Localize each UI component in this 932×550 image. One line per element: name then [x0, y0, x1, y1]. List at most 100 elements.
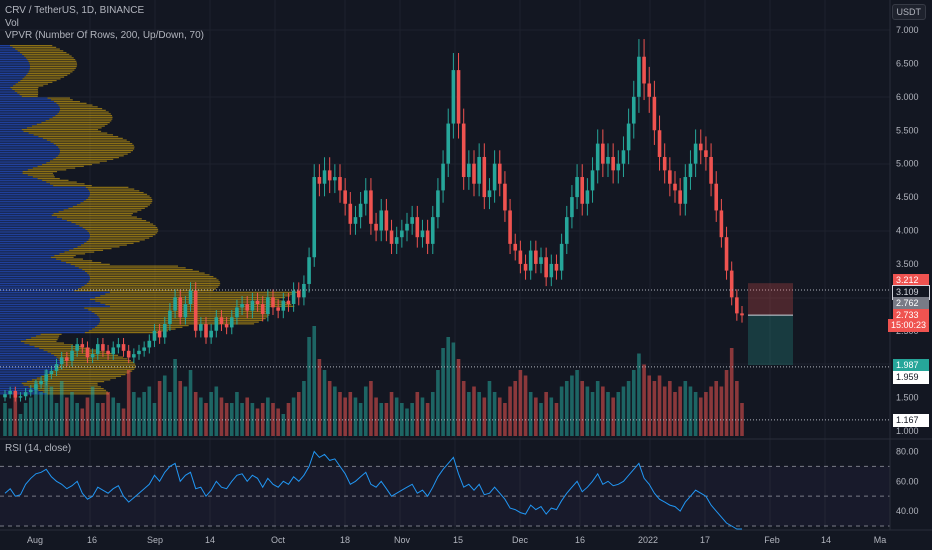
volume-bar: [585, 386, 590, 436]
vpvr-up-bar: [0, 230, 88, 232]
candle-body: [487, 190, 492, 198]
volume-bar: [415, 392, 420, 436]
vpvr-down-bar: [74, 290, 214, 292]
volume-bar: [369, 381, 373, 436]
candle-body: [379, 210, 384, 231]
volume-bar: [281, 414, 286, 436]
vpvr-up-bar: [0, 141, 51, 143]
price-tick-label: 4.000: [896, 226, 919, 236]
vpvr-down-bar: [81, 286, 219, 288]
candle-body: [595, 143, 600, 171]
vpvr-up-bar: [0, 291, 110, 293]
vpvr-down-bar: [89, 190, 140, 192]
vpvr-up-bar: [0, 153, 60, 155]
volume-bar: [276, 408, 280, 436]
vpvr-up-bar: [0, 251, 65, 253]
vpvr-down-bar: [41, 375, 122, 377]
candle-body: [461, 123, 466, 178]
candle-body: [513, 243, 518, 251]
volume-bar: [389, 392, 394, 436]
symbol-legend[interactable]: CRV / TetherUS, 1D, BINANCE: [5, 5, 145, 16]
vpvr-down-bar: [71, 221, 150, 223]
vpvr-down-bar: [88, 309, 269, 311]
volume-bar: [606, 392, 610, 436]
candle-body: [601, 143, 605, 164]
vpvr-up-bar: [0, 193, 90, 195]
vpvr-down-bar: [19, 52, 67, 54]
candle-body: [23, 392, 28, 397]
vpvr-up-bar: [0, 340, 21, 342]
candle-body: [662, 156, 667, 171]
vpvr-down-bar: [59, 153, 128, 155]
vpvr-down-bar: [78, 267, 186, 269]
vpvr-up-bar: [0, 305, 110, 307]
volume-bar: [709, 386, 713, 436]
rsi-tick-label: 60.00: [896, 476, 919, 486]
candle-body: [214, 317, 219, 331]
candle-body: [183, 304, 188, 318]
candle-body: [255, 300, 260, 305]
currency-button[interactable]: USDT: [891, 4, 926, 20]
vpvr-up-bar: [0, 237, 90, 239]
vpvr-up-bar: [0, 115, 56, 117]
vpvr-down-bar: [18, 81, 53, 83]
time-tick-label: Sep: [147, 535, 163, 545]
vpvr-up-bar: [0, 363, 60, 365]
vpvr-down-bar: [14, 90, 39, 92]
volume-bar: [333, 386, 337, 436]
candle-body: [374, 223, 378, 231]
vpvr-up-bar: [0, 227, 83, 229]
candle-body: [631, 96, 636, 124]
candle-body: [162, 324, 167, 338]
vpvr-up-bar: [0, 111, 59, 113]
vpvr-down-bar: [52, 370, 133, 372]
time-tick-label: 18: [340, 535, 350, 545]
vpvr-up-bar: [0, 274, 89, 276]
time-axis[interactable]: Aug 16 Sep 14 Oct 18 Nov 15 Dec 16 2022 17 Feb 14 Ma: [0, 529, 932, 545]
vpvr-up-bar: [0, 249, 70, 251]
candle-body: [65, 357, 69, 361]
vpvr-down-bar: [94, 312, 270, 314]
volume-bar: [570, 375, 574, 436]
candle-body: [549, 263, 554, 278]
candle-body: [54, 364, 59, 371]
volume-bar: [729, 348, 734, 436]
vpvr-up-bar: [0, 393, 47, 395]
vpvr-up-bar: [0, 146, 59, 148]
volume-bar: [121, 408, 126, 436]
vpvr-down-bar: [29, 64, 78, 66]
vpvr-up-bar: [0, 255, 55, 257]
vpvr-up-bar: [0, 46, 13, 48]
vpvr-down-bar: [82, 227, 158, 229]
vpvr-down-bar: [58, 146, 135, 148]
volume-legend[interactable]: Vol: [5, 18, 19, 29]
candle-body: [389, 230, 394, 244]
vpvr-down-bar: [28, 386, 101, 388]
vpvr-down-bar: [38, 389, 107, 391]
volume-bar: [291, 397, 296, 436]
vpvr-up-bar: [0, 160, 50, 162]
vpvr-up-bar: [0, 216, 57, 218]
vpvr-up-bar: [0, 90, 15, 92]
vpvr-down-bar: [89, 235, 153, 237]
vpvr-down-bar: [59, 253, 86, 255]
vpvr-up-bar: [0, 52, 20, 54]
vpvr-down-bar: [28, 132, 108, 134]
volume-bar: [188, 370, 193, 436]
vpvr-legend[interactable]: VPVR (Number Of Rows, 200, Up/Down, 70): [5, 30, 204, 41]
time-tick-label: 16: [575, 535, 585, 545]
vpvr-down-bar: [88, 232, 158, 234]
vpvr-down-bar: [24, 342, 64, 344]
rsi-legend[interactable]: RSI (14, close): [5, 443, 72, 454]
candle-body: [719, 210, 724, 238]
volume-bar: [327, 381, 332, 436]
vpvr-up-bar: [0, 239, 89, 241]
vpvr-up-bar: [0, 293, 106, 295]
volume-bar: [662, 386, 667, 436]
price-axis[interactable]: 7.000 6.500 6.000 5.500 5.000 4.500 4.000 3.500…: [889, 0, 919, 530]
candle-body: [544, 257, 548, 278]
price-tick-label: 1.500: [896, 393, 919, 403]
vpvr-down-bar: [38, 136, 119, 138]
vpvr-up-bar: [0, 346, 35, 348]
